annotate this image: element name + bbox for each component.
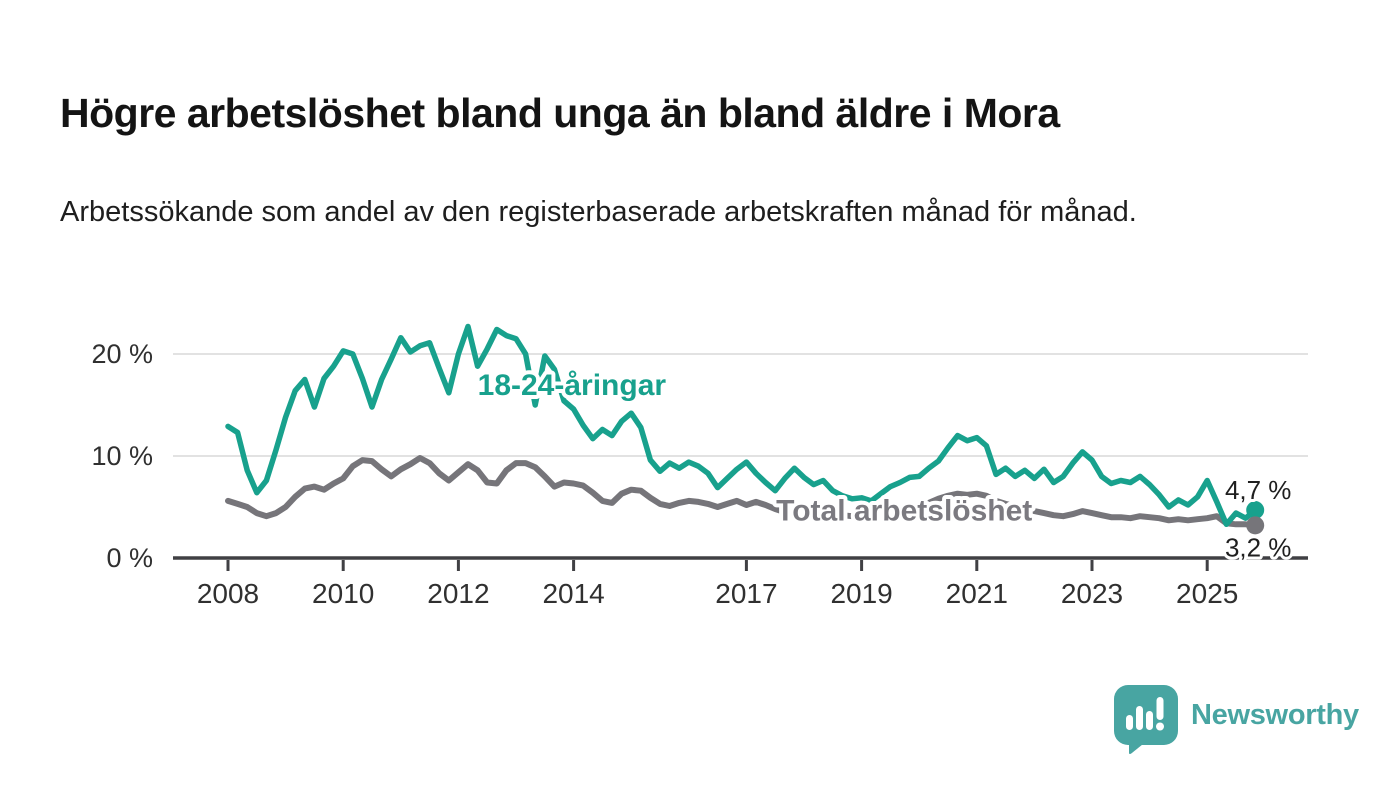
- x-tick-label-2017: 2017: [715, 578, 777, 609]
- x-tick-label-2010: 2010: [312, 578, 374, 609]
- newsworthy-logotype: Newsworthy: [1191, 699, 1359, 731]
- newsworthy-logo-icon: [1114, 685, 1178, 755]
- chart-subtitle: Arbetssökande som andel av den registerb…: [60, 196, 1137, 228]
- end-value-label-total-arbetsl-shet: 3,2 %: [1225, 532, 1292, 562]
- y-tick-label-0: 0 %: [106, 543, 153, 573]
- x-tick-label-2023: 2023: [1061, 578, 1123, 609]
- line-total-arbetsl-shet: [225, 455, 1259, 529]
- page-title: Högre arbetslöshet bland unga än bland ä…: [60, 90, 1060, 137]
- end-dot-total-arbetsl-shet: [1246, 516, 1265, 535]
- x-tick-label-2012: 2012: [427, 578, 489, 609]
- line-18-24-ringar: [225, 323, 1258, 528]
- y-tick-label-20: 20 %: [91, 339, 153, 369]
- series-label-18-24-ringar: 18-24-åringar: [478, 369, 667, 402]
- series-label-total-arbetsl-shet: Total arbetslöshet: [776, 495, 1032, 528]
- x-tick-label-2025: 2025: [1176, 578, 1238, 609]
- newsworthy-logo: Newsworthy: [1113, 684, 1359, 755]
- x-tick-label-2014: 2014: [542, 578, 604, 609]
- end-value-label-18-24-ringar: 4,7 %: [1225, 475, 1292, 505]
- end-dot-18-24-ringar: [1246, 501, 1265, 520]
- x-tick-label-2008: 2008: [197, 578, 259, 609]
- x-tick-label-2019: 2019: [830, 578, 892, 609]
- x-tick-label-2021: 2021: [946, 578, 1008, 609]
- y-tick-label-10: 10 %: [91, 441, 153, 471]
